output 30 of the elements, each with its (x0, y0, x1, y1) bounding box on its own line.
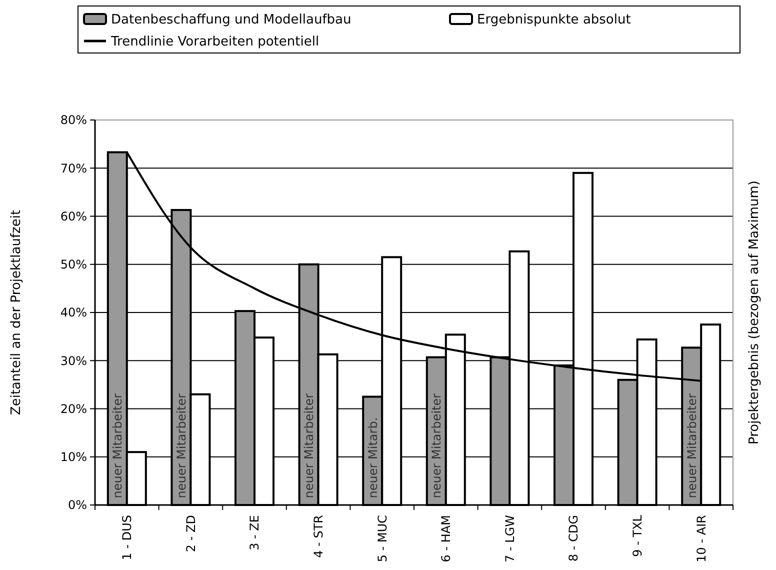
x-tick-label: 5 - MUC (375, 515, 390, 562)
annotation: neuer Mitarbeiter (430, 393, 444, 498)
annotation: neuer Mitarbeiter (110, 393, 125, 498)
annotation: neuer Mitarbeiter (174, 393, 188, 498)
y-axis-title: Zeitanteil an der Projektlaufzeit (9, 210, 24, 416)
y-tick-label: 0% (68, 498, 87, 512)
x-tick-label: 3 - ZE (248, 515, 262, 550)
annotation: neuer Mitarbeiter (684, 393, 699, 498)
y-tick-label: 70% (60, 161, 87, 176)
x-tick-label: 8 - CDG (566, 515, 581, 562)
y-tick-label: 10% (60, 450, 87, 464)
y-tick-label: 20% (60, 402, 87, 416)
x-tick-label: 7 - LGW (502, 514, 517, 562)
annotation: neuer Mitarbeiter (302, 393, 316, 498)
x-tick-label: 4 - STR (312, 515, 326, 558)
x-tick-label: 9 - TXL (630, 514, 644, 557)
y-tick-label: 60% (60, 209, 87, 224)
annotation: neuer Mitarb. (366, 417, 380, 498)
y-tick-label: 30% (60, 354, 87, 368)
x-tick-label: 1 - DUS (120, 515, 134, 560)
y2-axis-title: Projektergebnis (bezogen auf Maximum) (747, 180, 762, 444)
legend-label: Ergebnispunkte absolut (477, 12, 631, 28)
legend-label: Trendlinie Vorarbeiten potentiell (110, 34, 320, 50)
x-tick-label: 2 - ZD (184, 515, 198, 552)
y-tick-label: 80% (60, 113, 87, 128)
x-tick-label: 6 - HAM (439, 515, 454, 562)
y-tick-label: 50% (60, 258, 87, 272)
legend-label: Datenbeschaffung und Modellaufbau (111, 12, 352, 28)
x-tick-label: 10 - AIR (694, 515, 708, 562)
y-tick-label: 40% (60, 306, 87, 320)
